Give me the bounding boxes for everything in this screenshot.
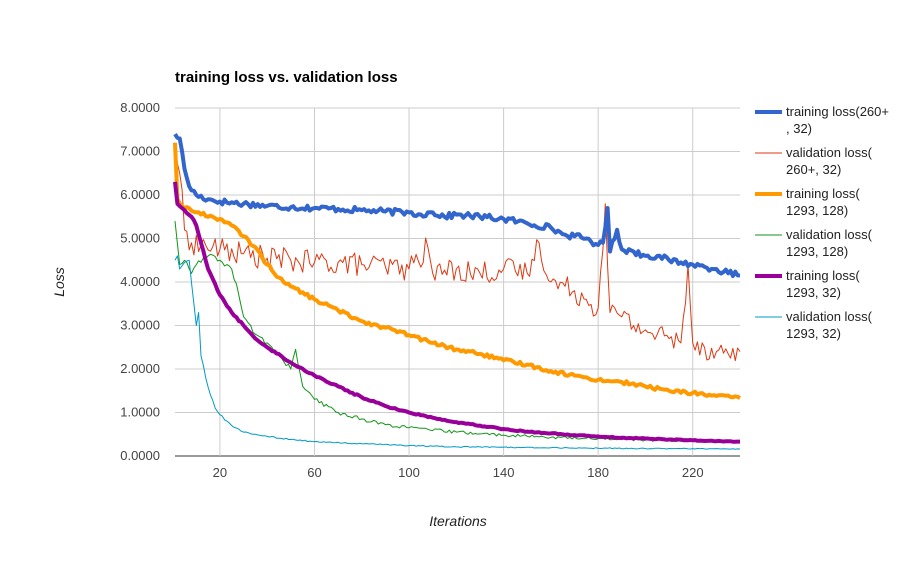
y-tick-label: 4.0000	[120, 274, 160, 289]
y-axis-title: Loss	[51, 267, 67, 297]
legend-label-3: validation loss(	[786, 227, 873, 242]
y-tick-label: 2.0000	[120, 361, 160, 376]
series-line-4	[173, 181, 740, 444]
chart-title: training loss vs. validation loss	[175, 69, 398, 86]
legend-label-4: training loss(	[786, 268, 860, 283]
y-tick-label: 8.0000	[120, 100, 160, 115]
legend-label-0: training loss(260+	[786, 104, 889, 119]
legend-label-1: 260+, 32)	[786, 162, 841, 177]
legend-label-4: 1293, 32)	[786, 285, 841, 300]
y-tick-labels: 0.0000 1.0000 2.0000 3.0000 4.0000 5.0000 6.00…	[120, 100, 160, 463]
grid-lines	[175, 107, 740, 457]
y-tick-label: 6.0000	[120, 187, 160, 202]
legend-label-5: 1293, 32)	[786, 326, 841, 341]
y-tick-label: 3.0000	[120, 318, 160, 333]
series-line-2	[173, 142, 741, 400]
x-axis-title: Iterations	[429, 513, 487, 529]
x-tick-label: 60	[307, 465, 321, 480]
series-line-0	[173, 133, 741, 279]
y-tick-label: 0.0000	[120, 448, 160, 463]
series-lines	[173, 133, 741, 450]
x-tick-label: 100	[398, 465, 420, 480]
y-tick-label: 1.0000	[120, 405, 160, 420]
legend-label-1: validation loss(	[786, 145, 873, 160]
legend-label-5: validation loss(	[786, 309, 873, 324]
x-tick-label: 140	[493, 465, 515, 480]
series-line-5	[174, 255, 741, 450]
x-tick-label: 20	[213, 465, 227, 480]
legend-label-2: 1293, 128)	[786, 203, 848, 218]
x-tick-label: 220	[682, 465, 704, 480]
legend-label-3: 1293, 128)	[786, 244, 848, 259]
legend-label-0: , 32)	[786, 121, 812, 136]
legend: training loss(260+ , 32) validation loss( 2…	[755, 104, 889, 341]
legend-label-2: training loss(	[786, 186, 860, 201]
x-tick-labels: 20 60 100 140 180 220	[213, 465, 704, 480]
y-tick-label: 7.0000	[120, 144, 160, 159]
x-tick-label: 180	[587, 465, 609, 480]
y-tick-label: 5.0000	[120, 231, 160, 246]
